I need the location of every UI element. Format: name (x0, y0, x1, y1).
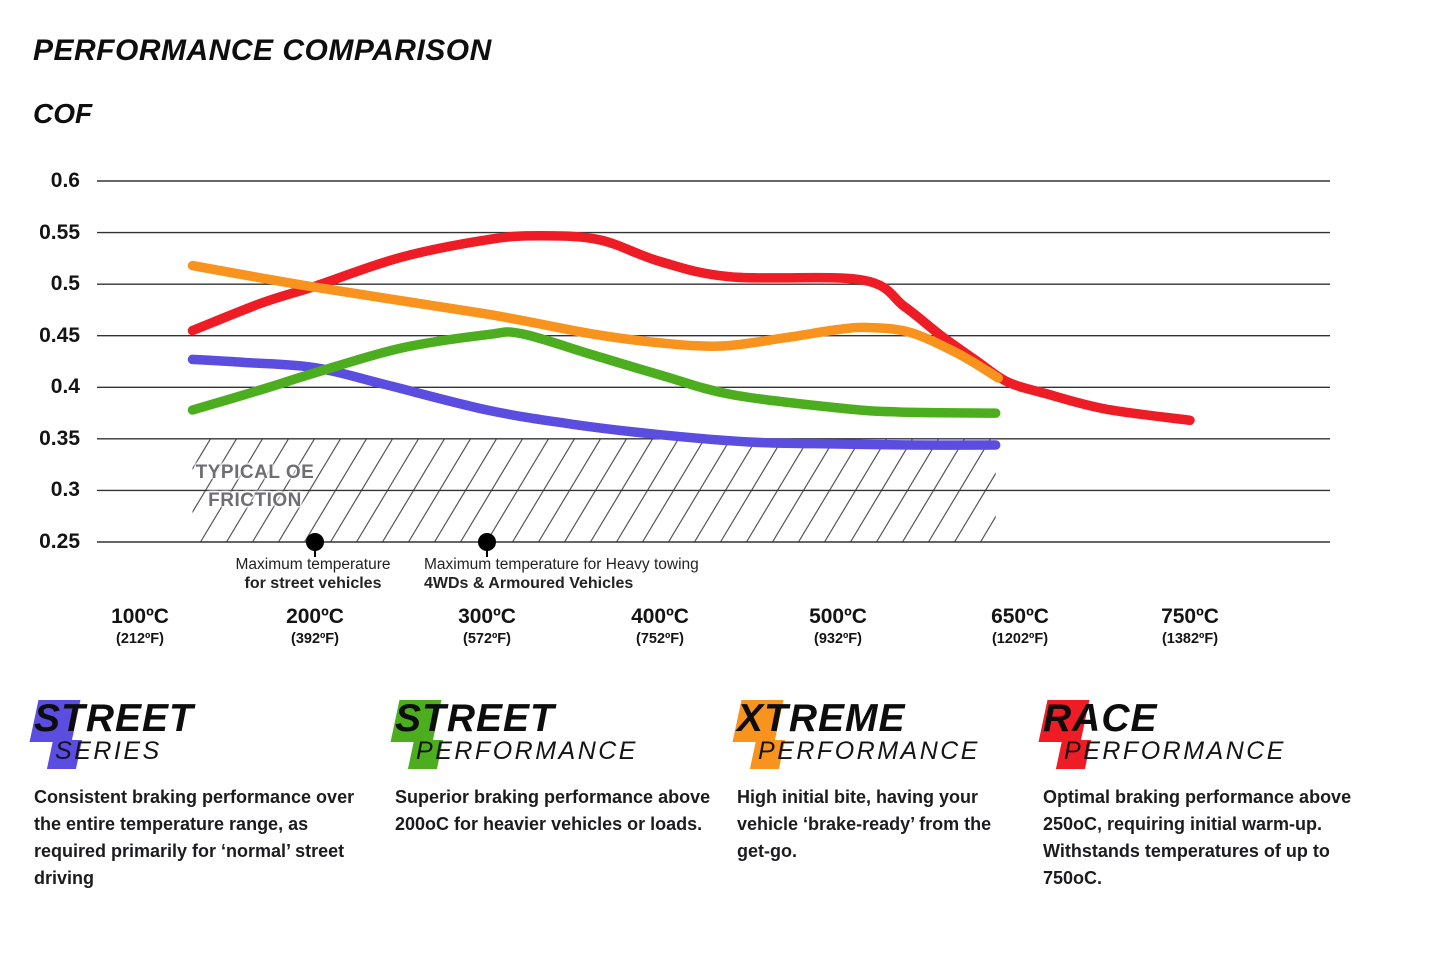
y-tick-label: 0.25 (39, 530, 80, 553)
x-tick-celsius: 300ºC (458, 605, 516, 628)
race-performance-logo: RACE PERFORMANCE (1038, 698, 1373, 772)
logo-word2-first: P (416, 737, 436, 765)
oe-label-line1: TYPICAL OE (195, 462, 315, 483)
x-tick-label: 650ºC (1202ºF) (955, 606, 1085, 648)
logo-word1-rest: TREET (61, 697, 194, 740)
max-temp-markers (306, 533, 496, 557)
y-axis-title: COF (33, 98, 93, 129)
y-tick-label: 0.5 (50, 272, 80, 295)
logo-word1-rest: TREET (422, 697, 555, 740)
y-tick-label: 0.35 (39, 427, 80, 450)
annotation-line2: 4WDs & Armoured Vehicles (424, 575, 634, 592)
series-line-race-performance (187, 230, 1195, 426)
logo-word1-first: S (395, 697, 423, 740)
logo-word2: PERFORMANCE (758, 736, 1027, 766)
typical-oe-friction-label: TYPICAL OE FRICTION (160, 459, 350, 515)
x-tick-celsius: 200ºC (286, 605, 344, 628)
series-line-street-performance (187, 327, 1001, 418)
logo-word2: PERFORMANCE (1064, 736, 1373, 766)
street-performance-logo: STREET PERFORMANCE (390, 698, 725, 772)
y-tick-label: 0.55 (39, 221, 80, 244)
legend-description: Superior braking performance above 200oC… (395, 787, 711, 834)
legend-description: High initial bite, having your vehicle ‘… (737, 787, 992, 861)
logo-word1: STREET (34, 698, 369, 740)
logo-word2: PERFORMANCE (416, 736, 725, 766)
y-tick-label: 0.3 (50, 478, 80, 501)
legend-description: Optimal braking performance above 250oC,… (1043, 787, 1352, 888)
logo-word2-first: P (1064, 737, 1084, 765)
logo-word1-rest: TREME (764, 697, 906, 740)
x-tick-celsius: 100ºC (111, 605, 169, 628)
x-tick-fahrenheit: (212ºF) (115, 631, 164, 647)
series-line-street-series (187, 354, 1001, 450)
logo-word2-first: P (758, 737, 778, 765)
x-tick-fahrenheit: (572ºF) (462, 631, 511, 647)
street-series-logo: STREET SERIES (29, 698, 369, 772)
x-tick-fahrenheit: (932ºF) (813, 631, 862, 647)
x-tick-label: 200ºC (392ºF) (250, 606, 380, 648)
x-tick-celsius: 400ºC (631, 605, 689, 628)
annotation-max-temp-towing: Maximum temperature for Heavy towing 4WD… (424, 556, 744, 593)
y-tick-label: 0.45 (39, 324, 80, 347)
annotation-line2: for street vehicles (244, 575, 382, 592)
logo-word1-first: X (737, 697, 765, 740)
y-tick-label: 0.4 (50, 375, 80, 398)
x-tick-label: 500ºC (932ºF) (773, 606, 903, 648)
annotation-max-temp-street: Maximum temperature for street vehicles (203, 556, 423, 593)
legend-description: Consistent braking performance over the … (34, 787, 355, 888)
x-tick-celsius: 500ºC (809, 605, 867, 628)
logo-word2-rest: ERFORMANCE (435, 737, 638, 765)
x-tick-label: 100ºC (212ºF) (75, 606, 205, 648)
x-tick-fahrenheit: (1202ºF) (991, 631, 1049, 647)
legend-card-street-series: STREET SERIES Consistent braking perform… (29, 698, 369, 892)
xtreme-performance-logo: XTREME PERFORMANCE (732, 698, 1027, 772)
logo-word1-rest: ACE (1072, 697, 1158, 740)
logo-word2-rest: ERFORMANCE (1083, 737, 1286, 765)
logo-word1: STREET (395, 698, 725, 740)
x-tick-fahrenheit: (392ºF) (290, 631, 339, 647)
logo-word1-first: S (34, 697, 62, 740)
logo-word2-rest: ERIES (74, 737, 162, 765)
legend-card-street-performance: STREET PERFORMANCE Superior braking perf… (390, 698, 725, 838)
logo-word2-first: S (55, 737, 75, 765)
logo-word2: SERIES (55, 736, 369, 766)
logo-word1-first: R (1043, 697, 1073, 740)
logo-word2-rest: ERFORMANCE (777, 737, 980, 765)
x-tick-fahrenheit: (752ºF) (635, 631, 684, 647)
logo-word1: RACE (1043, 698, 1373, 740)
x-tick-fahrenheit: (1382ºF) (1161, 631, 1219, 647)
x-tick-celsius: 750ºC (1161, 605, 1219, 628)
legend-card-xtreme-performance: XTREME PERFORMANCE High initial bite, ha… (732, 698, 1027, 865)
legend-row: STREET SERIES Consistent braking perform… (0, 698, 1445, 958)
series-line-xtreme-performance (187, 260, 1003, 383)
x-tick-label: 400ºC (752ºF) (595, 606, 725, 648)
annotation-line1: Maximum temperature (235, 556, 391, 573)
oe-label-line2: FRICTION (208, 490, 302, 511)
logo-word1: XTREME (737, 698, 1027, 740)
x-tick-label: 300ºC (572ºF) (422, 606, 552, 648)
page-title: PERFORMANCE COMPARISON (33, 34, 492, 67)
legend-card-race-performance: RACE PERFORMANCE Optimal braking perform… (1038, 698, 1373, 892)
x-tick-label: 750ºC (1382ºF) (1125, 606, 1255, 648)
annotation-line1: Maximum temperature for Heavy towing (424, 556, 699, 573)
y-tick-label: 0.6 (50, 169, 80, 192)
x-tick-celsius: 650ºC (991, 605, 1049, 628)
